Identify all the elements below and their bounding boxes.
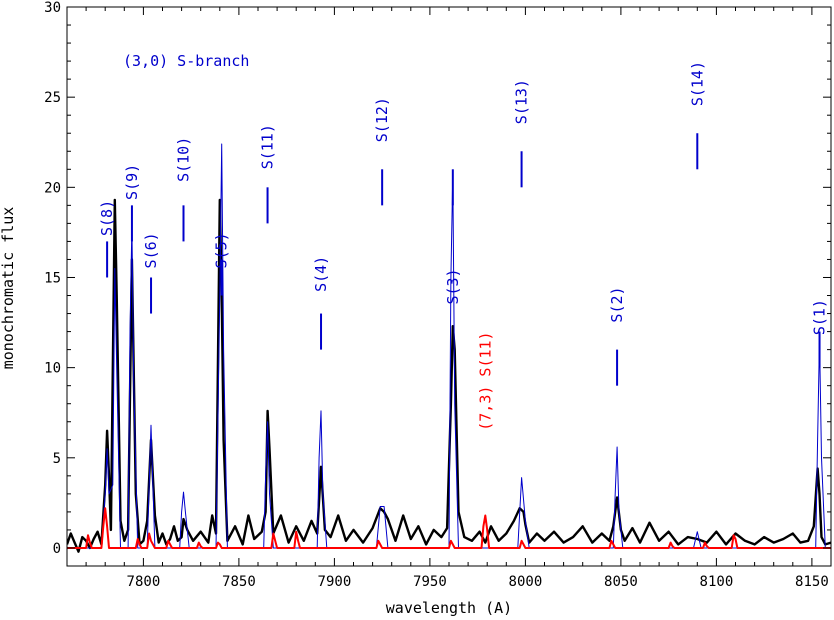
x-tick-label: 8000: [509, 574, 543, 590]
series-line-model_73: [67, 507, 831, 549]
x-tick-label: 7800: [127, 574, 161, 590]
y-tick-label: 25: [44, 90, 61, 106]
x-tick-label: 8050: [604, 574, 638, 590]
x-tick-label: 8100: [700, 574, 734, 590]
line-label: S(3): [444, 268, 462, 304]
series-line-observed: [67, 198, 831, 553]
line-label: S(10): [175, 137, 193, 182]
line-label: S(4): [312, 256, 330, 292]
y-tick-label: 10: [44, 361, 61, 377]
line-label: S(13): [513, 79, 531, 124]
line-label: S(14): [688, 61, 706, 106]
line-label: S(9): [123, 164, 141, 200]
line-label: S(2): [608, 286, 626, 322]
x-tick-label: 7950: [413, 574, 447, 590]
x-tick-label: 7900: [318, 574, 352, 590]
y-tick-label: 0: [53, 541, 61, 557]
y-tick-label: 15: [44, 270, 61, 286]
line-label: S(5): [213, 232, 231, 268]
y-tick-label: 30: [44, 0, 61, 16]
line-label: S(8): [98, 200, 116, 236]
branch-label: (3,0) S-branch: [123, 52, 249, 70]
line-label: S(6): [142, 232, 160, 268]
x-axis-label: wavelength (A): [386, 599, 512, 617]
y-axis-label: monochromatic flux: [0, 207, 17, 370]
series-line-model: [67, 143, 831, 549]
line-label: S(12): [373, 97, 391, 142]
y-tick-label: 5: [53, 451, 61, 467]
line-label: S(11): [259, 124, 277, 169]
x-tick-label: 7850: [222, 574, 256, 590]
line-label: S(1): [811, 299, 829, 335]
y-tick-label: 20: [44, 180, 61, 196]
x-tick-label: 8150: [795, 574, 829, 590]
red-line-label: (7,3) S(11): [476, 331, 494, 430]
